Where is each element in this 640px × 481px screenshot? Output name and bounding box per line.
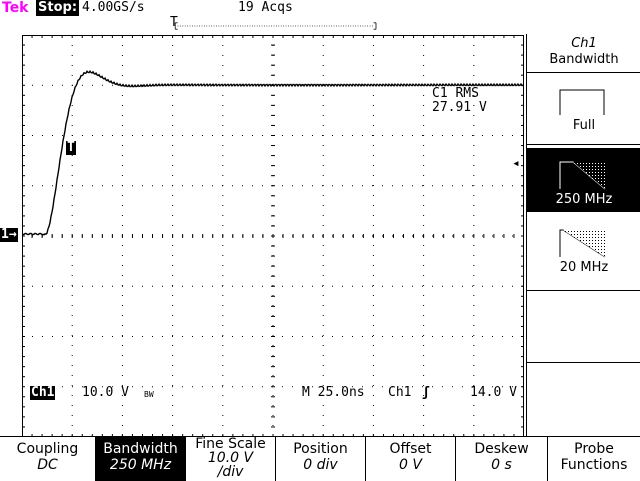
20mhz-filter-icon <box>559 229 606 258</box>
ch1-ground-marker[interactable]: 1→ <box>0 227 18 242</box>
full-bandwidth-icon <box>559 89 605 115</box>
probe-functions-button[interactable]: Probe Functions <box>560 441 628 473</box>
trigger-level-readout: 14.0 V <box>470 385 517 400</box>
bandwidth-button[interactable]: Bandwidth 250 MHz <box>96 437 186 481</box>
ch1-waveform-trace <box>22 70 524 236</box>
acquisition-state: Stop: <box>36 0 80 16</box>
250mhz-filter-icon <box>559 161 606 190</box>
side-menu: Ch1 Bandwidth Full 250 MHz <box>526 34 640 436</box>
trigger-source-readout: Ch1 <box>388 385 412 400</box>
record-trigger-marker: T <box>170 15 178 30</box>
sample-rate: 4.00GS/s <box>82 0 145 15</box>
bandwidth-20mhz-button[interactable]: 20 MHz <box>527 220 640 278</box>
measurement-label: C1 RMS <box>432 86 479 101</box>
bandwidth-limit-indicator: BW <box>144 390 154 399</box>
channel-readout-label: Ch1 <box>30 385 56 400</box>
bottom-menu: Coupling DC Bandwidth 250 MHz Fine Scale… <box>0 436 640 481</box>
position-button[interactable]: Position 0 div <box>276 437 366 481</box>
side-menu-title: Ch1 Bandwidth <box>549 36 619 67</box>
waveform-graticule[interactable] <box>22 35 524 437</box>
trigger-slope-icon: ʃ <box>422 385 430 400</box>
bandwidth-250mhz-button[interactable]: 250 MHz <box>527 148 640 212</box>
trigger-point-marker: T <box>66 140 76 155</box>
fine-scale-button[interactable]: Fine Scale 10.0 V /div <box>186 437 276 481</box>
trigger-level-arrow: ◂ <box>512 156 520 171</box>
offset-button[interactable]: Offset 0 V <box>366 437 456 481</box>
record-view-bar <box>174 22 377 30</box>
vertical-scale-readout: 10.0 V <box>82 385 129 400</box>
brand-logo: Tek <box>2 0 29 16</box>
measurement-value: 27.91 V <box>432 100 487 115</box>
timebase-readout: M 25.0ns <box>302 385 365 400</box>
coupling-button[interactable]: Coupling DC <box>0 437 96 481</box>
acquisition-count: 19 Acqs <box>238 0 293 15</box>
bandwidth-full-button[interactable]: Full <box>527 88 640 138</box>
deskew-button[interactable]: Deskew 0 s <box>456 437 548 481</box>
